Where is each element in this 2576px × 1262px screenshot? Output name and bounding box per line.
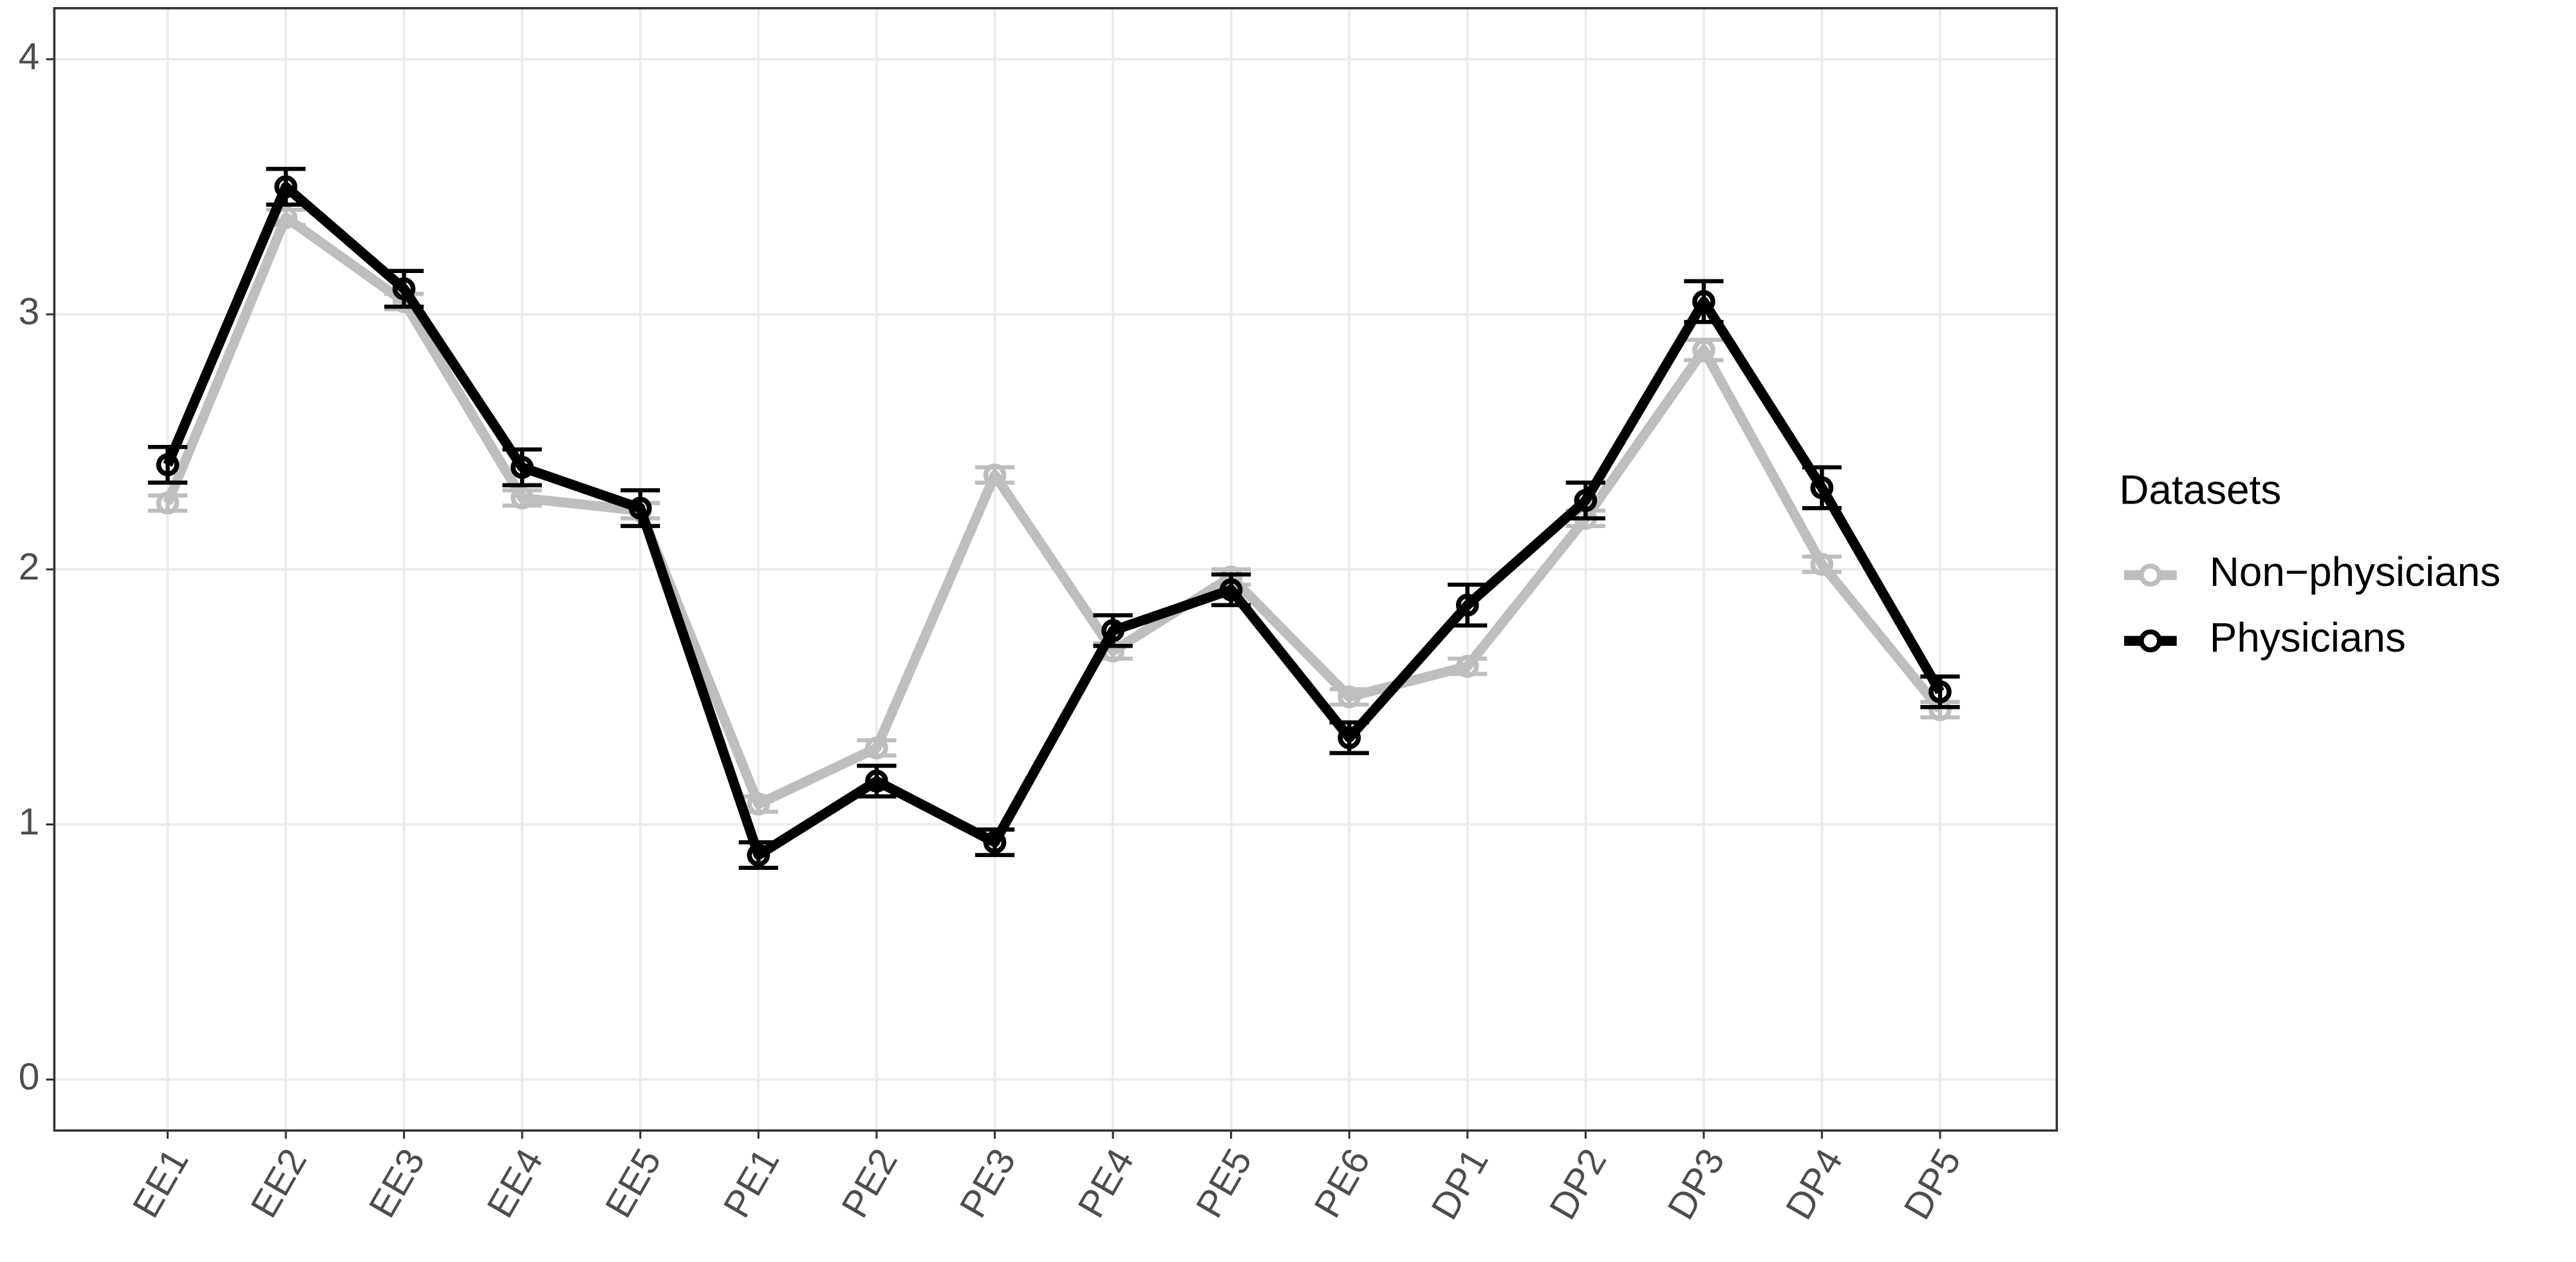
point [1810, 476, 1834, 500]
point [865, 736, 888, 760]
point [156, 453, 180, 476]
y-tick-label: 1 [19, 801, 40, 843]
point [1455, 654, 1479, 678]
point [510, 486, 534, 510]
error-bar [1448, 582, 1488, 628]
point [983, 463, 1007, 487]
point [1928, 680, 1952, 704]
legend-label: Physicians [2210, 614, 2406, 661]
point [156, 491, 180, 515]
point [747, 792, 770, 816]
y-tick-label: 4 [19, 35, 40, 77]
error-bar [266, 167, 306, 207]
error-bar [1684, 279, 1724, 325]
point [628, 496, 652, 520]
point [1338, 726, 1361, 749]
point [1810, 552, 1834, 576]
point [865, 769, 888, 793]
point [1574, 489, 1598, 513]
point [747, 843, 770, 867]
point [510, 455, 534, 479]
legend-label: Non−physicians [2210, 549, 2501, 595]
point [1219, 578, 1243, 601]
error-bar [1565, 480, 1605, 521]
series-line [163, 182, 1945, 860]
y-tick-label: 3 [19, 291, 40, 333]
point [1455, 593, 1479, 617]
point [1338, 685, 1361, 709]
point [1692, 338, 1715, 362]
point [392, 277, 416, 301]
error-bar [502, 447, 542, 487]
error-bar [147, 444, 188, 485]
y-tick-label: 2 [19, 546, 40, 588]
point [983, 831, 1007, 854]
legend-key-point [2138, 563, 2162, 587]
point [1101, 619, 1125, 643]
legend-title: Datasets [2119, 466, 2281, 513]
error-bar [1802, 465, 1842, 511]
plot-area [54, 8, 2057, 1131]
y-tick-label: 0 [19, 1056, 40, 1098]
point [274, 175, 297, 198]
series-line [163, 212, 1944, 809]
legend-key-point [2138, 629, 2162, 653]
point [1692, 290, 1715, 314]
error-bar [384, 268, 424, 309]
error-bar [621, 488, 660, 529]
